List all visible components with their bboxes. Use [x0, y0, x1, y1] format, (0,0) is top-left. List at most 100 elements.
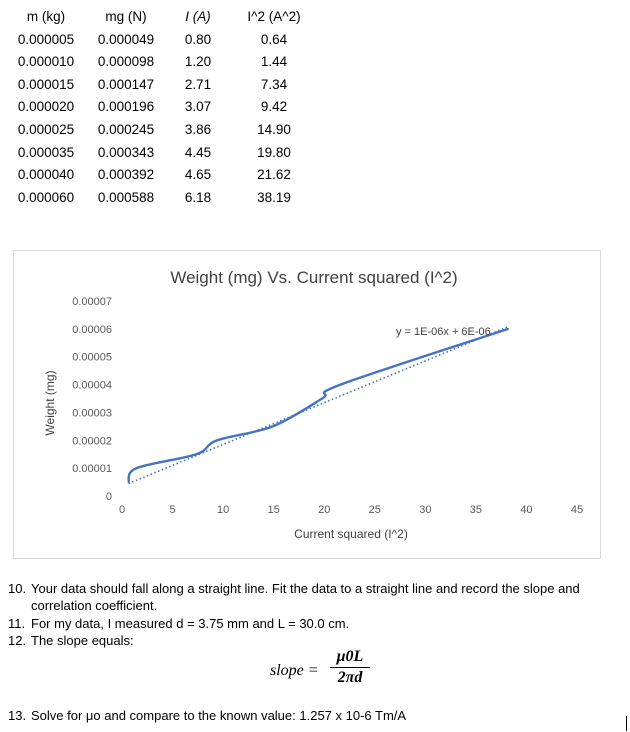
chart-title: Weight (mg) Vs. Current squared (I^2): [170, 268, 457, 287]
question-10: 10. Your data should fall along a straigh…: [8, 580, 580, 597]
table-cell: 0.80: [184, 31, 212, 47]
table-cell: 0.000060: [17, 189, 75, 205]
table-cell: 21.62: [257, 167, 291, 183]
x-tick-label: 20: [318, 504, 330, 516]
table-cell: 1.20: [184, 54, 212, 70]
data-series-line: [127, 327, 509, 483]
table-cell: 0.000035: [17, 144, 75, 160]
table-cell: 4.45: [184, 144, 212, 160]
table-cell: 19.80: [257, 144, 291, 160]
header-current: I (A): [185, 9, 211, 24]
chart: Weight (mg) Vs. Current squared (I^2) We…: [43, 268, 583, 541]
data-point: [127, 481, 130, 483]
y-tick-label: 0: [106, 491, 112, 503]
table-cell: 0.000010: [17, 54, 75, 70]
x-tick-label: 25: [369, 504, 381, 516]
table-row: 0.000035 0.000343 4.45 19.80: [0, 142, 330, 165]
x-tick-label: 15: [268, 504, 280, 516]
x-tick-label: 30: [419, 504, 431, 516]
question-10-number: 10.: [8, 581, 27, 596]
data-points: [127, 328, 509, 483]
data-table: m (kg) mg (N) I (A) I^2 (A^2) 0.000005 0.…: [0, 6, 330, 209]
question-12-number: 12.: [8, 633, 27, 648]
question-11-number: 11.: [8, 616, 26, 631]
x-tick-label: 0: [119, 504, 125, 516]
trendline: [128, 325, 509, 485]
data-point: [507, 328, 509, 330]
x-tick-label: 5: [169, 504, 175, 516]
table-cell: 0.64: [260, 31, 288, 47]
x-tick-label: 35: [470, 504, 482, 516]
table-row: 0.000015 0.000147 2.71 7.34: [0, 74, 330, 97]
table-cell: 4.65: [184, 167, 212, 183]
table-cell: 0.000049: [97, 31, 155, 47]
question-10-line1: Your data should fall along a straight l…: [31, 581, 580, 596]
x-tick-labels: 0 5 10 15 20 25 30 35 40 45: [119, 504, 583, 516]
header-current-squared: I^2 (A^2): [247, 9, 301, 24]
table-row: 0.000020 0.000196 3.07 9.42: [0, 96, 330, 119]
table-cell: 3.86: [184, 121, 212, 137]
header-mass: m (kg): [26, 9, 66, 24]
y-axis-label: Weight (mg): [43, 370, 57, 435]
question-13-text: Solve for μo and compare to the known va…: [31, 708, 407, 723]
text-cursor: [626, 716, 627, 731]
table-cell: 0.000588: [97, 189, 155, 205]
data-point: [339, 383, 342, 386]
question-13-number: 13.: [8, 708, 27, 723]
question-11-text: For my data, I measured d = 3.75 mm and …: [31, 616, 350, 631]
formula-fraction: μ0L 2πd: [330, 648, 370, 687]
trendline-equation: y = 1E-06x + 6E-06: [396, 326, 491, 338]
question-13: 13. Solve for μo and compare to the known…: [8, 707, 406, 724]
table-cell: 3.07: [184, 99, 212, 115]
table-cell: 0.000020: [17, 99, 75, 115]
y-tick-label: 0.00005: [72, 352, 112, 364]
y-tick-label: 0.00006: [72, 324, 112, 336]
x-tick-label: 10: [217, 504, 229, 516]
table-cell: 0.000147: [97, 76, 155, 92]
question-12: 12. The slope equals:: [8, 632, 134, 649]
data-point: [216, 439, 219, 442]
y-tick-label: 0.00004: [72, 380, 112, 392]
y-tick-labels: 0 0.00001 0.00002 0.00003 0.00004 0.00005 0.00…: [72, 296, 112, 503]
data-point: [321, 397, 324, 400]
table-row: 0.000010 0.000098 1.20 1.44: [0, 51, 330, 74]
formula-lhs: slope =: [270, 662, 319, 679]
table-row: 0.000005 0.000049 0.80 0.64: [0, 29, 330, 52]
y-tick-label: 0.00007: [72, 296, 112, 308]
table-cell: 0.000392: [97, 167, 155, 183]
table-body: 0.000005 0.000049 0.80 0.64 0.000010 0.000098…: [0, 29, 330, 210]
table-row: 0.000025 0.000245 3.86 14.90: [0, 119, 330, 142]
table-cell: 0.000040: [17, 167, 75, 183]
table-cell: 0.000343: [97, 144, 155, 160]
x-axis-label: Current squared (I^2): [294, 527, 408, 541]
table-header-row: m (kg) mg (N) I (A) I^2 (A^2): [0, 6, 330, 29]
data-point: [135, 467, 138, 469]
table-cell: 0.000025: [17, 121, 75, 137]
x-tick-label: 45: [571, 504, 583, 516]
y-tick-label: 0.00001: [72, 463, 112, 475]
table-cell: 0.000005: [17, 31, 75, 47]
table-cell: 38.19: [257, 189, 291, 205]
table-row: 0.000040 0.000392 4.65 21.62: [0, 164, 330, 187]
data-point: [195, 453, 198, 456]
table-cell: 7.34: [260, 76, 288, 92]
question-12-text: The slope equals:: [31, 633, 134, 648]
y-tick-label: 0.00002: [72, 435, 112, 447]
table-cell: 14.90: [257, 121, 291, 137]
y-tick-label: 0.00003: [72, 407, 112, 419]
chart-frame: Weight (mg) Vs. Current squared (I^2) We…: [13, 250, 601, 559]
data-point: [271, 425, 274, 428]
formula-numerator: μ0L: [330, 648, 370, 668]
table-cell: 6.18: [184, 189, 212, 205]
x-tick-label: 40: [520, 504, 532, 516]
table-cell: 0.000015: [17, 76, 75, 92]
table-cell: 0.000245: [97, 121, 155, 137]
table-row: 0.000060 0.000588 6.18 38.19: [0, 187, 330, 210]
table-cell: 2.71: [184, 76, 212, 92]
table-cell: 0.000196: [97, 99, 155, 115]
table-cell: 0.000098: [97, 54, 155, 70]
formula-denominator: 2πd: [337, 669, 363, 686]
question-11: 11. For my data, I measured d = 3.75 mm a…: [8, 615, 349, 632]
table-cell: 1.44: [260, 54, 288, 70]
question-10-line2: correlation coefficient.: [31, 598, 158, 613]
